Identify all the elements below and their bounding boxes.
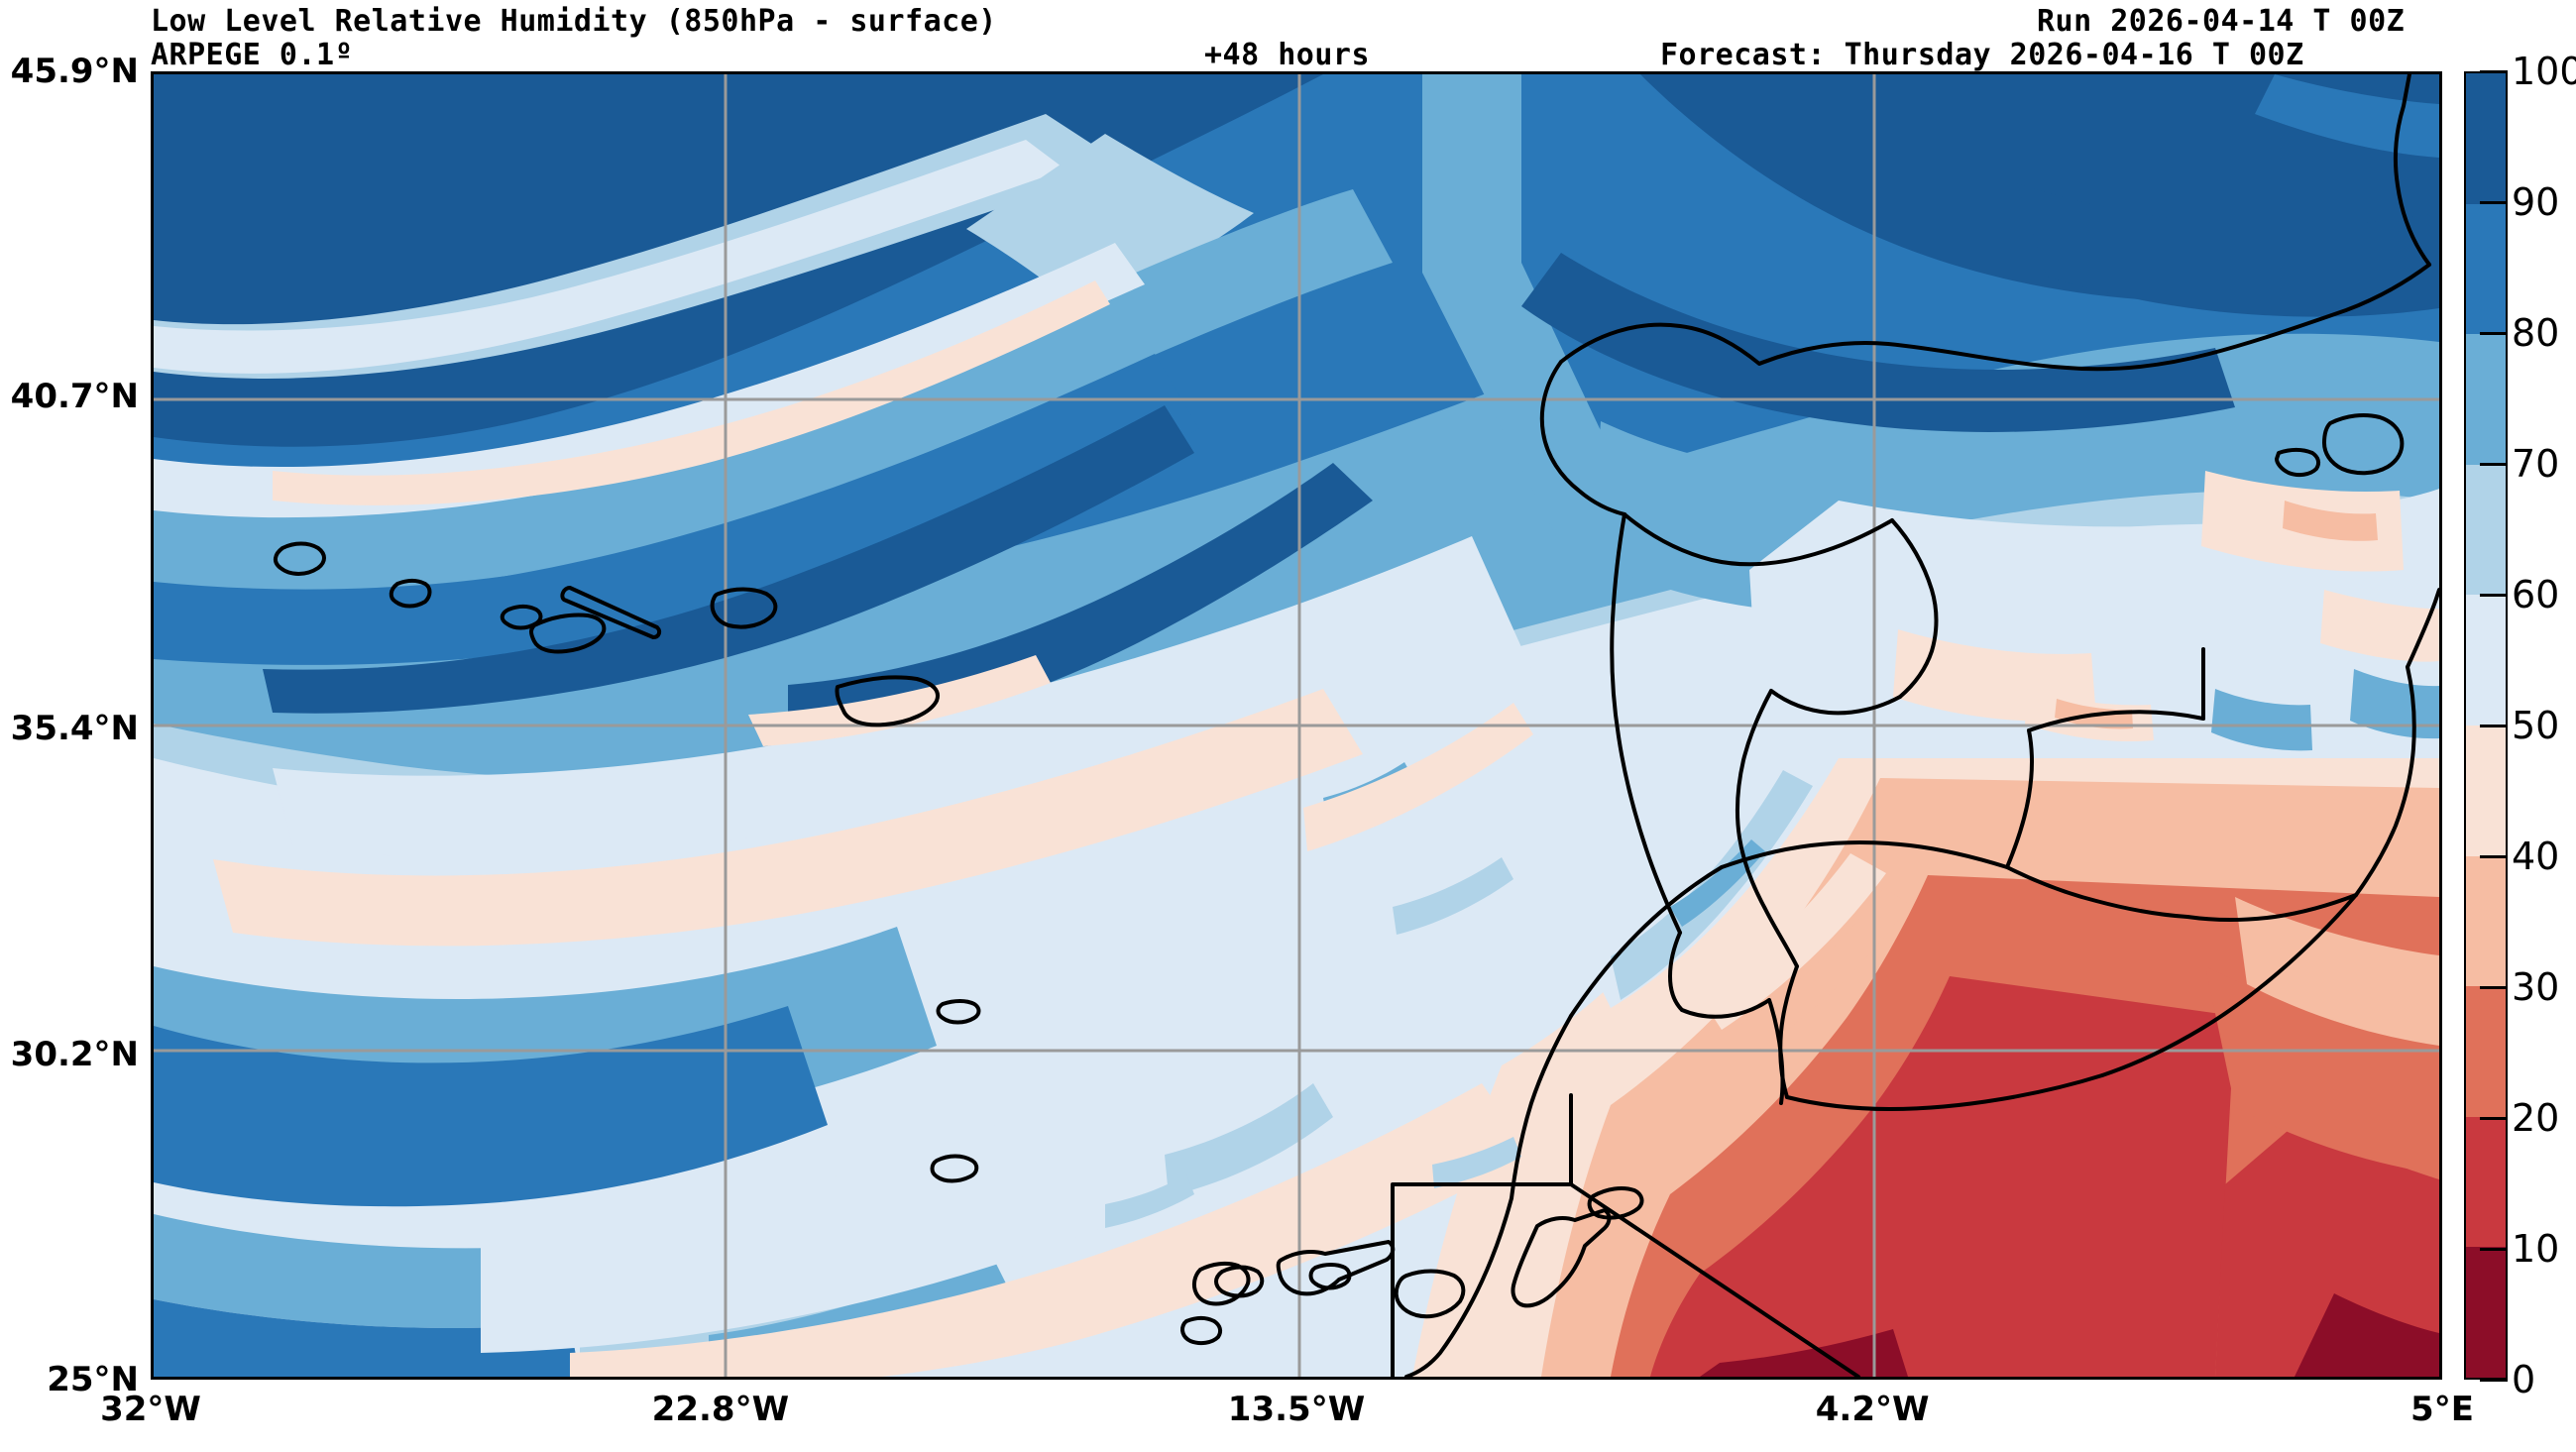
colorbar-tick: 0: [2512, 1358, 2536, 1401]
colorbar-band: [2466, 986, 2506, 1117]
colorbar-band: [2466, 595, 2506, 726]
x-axis-tick: 13.5°W: [1227, 1390, 1366, 1429]
colorbar-tick: 10: [2512, 1227, 2560, 1271]
colorbar-tick: 50: [2512, 704, 2560, 747]
colorbar-band: [2466, 1247, 2506, 1378]
forecast-label: Forecast: Thursday 2026-04-16 T 00Z: [1660, 38, 2304, 72]
colorbar-tick-mark: [2480, 332, 2508, 335]
map-plot-area: [151, 71, 2442, 1380]
colorbar-tick-mark: [2480, 594, 2508, 597]
colorbar-tick: 100: [2512, 50, 2576, 93]
run-label: Run 2026-04-14 T 00Z: [2037, 4, 2406, 39]
model-label: ARPEGE 0.1º: [151, 38, 354, 72]
coastline-layer: [274, 74, 2439, 1377]
colorbar-tick: 20: [2512, 1096, 2560, 1140]
colorbar-tick-mark: [2480, 986, 2508, 989]
colorbar-band: [2466, 334, 2506, 465]
y-axis-tick: 45.9°N: [10, 52, 139, 91]
lat-lon-gridlines: [154, 74, 2439, 1377]
colorbar-tick: 30: [2512, 965, 2560, 1009]
y-axis-tick: 25°N: [47, 1360, 139, 1399]
x-axis-tick: 5°E: [2410, 1390, 2474, 1429]
colorbar-band: [2466, 855, 2506, 987]
y-axis-tick: 30.2°N: [10, 1034, 139, 1074]
x-axis-tick: 4.2°W: [1815, 1390, 1930, 1429]
colorbar-tick-mark: [2480, 463, 2508, 466]
colorbar-tick: 40: [2512, 835, 2560, 878]
colorbar-band: [2466, 1116, 2506, 1248]
contour-fill-layer: [154, 74, 2439, 1377]
colorbar-band: [2466, 464, 2506, 596]
colorbar-tick-mark: [2480, 855, 2508, 858]
page-title: Low Level Relative Humidity (850hPa - su…: [151, 4, 997, 39]
colorbar-tick-mark: [2480, 1248, 2508, 1251]
colorbar-tick-mark: [2480, 1379, 2508, 1382]
colorbar-tick-mark: [2480, 70, 2508, 73]
colorbar-tick-mark: [2480, 725, 2508, 727]
lead-time-label: +48 hours: [1204, 38, 1371, 72]
x-axis-tick: 22.8°W: [651, 1390, 790, 1429]
colorbar-tick: 60: [2512, 573, 2560, 616]
y-axis-tick: 35.4°N: [10, 709, 139, 749]
y-axis-tick: 40.7°N: [10, 377, 139, 417]
colorbar-tick: 80: [2512, 311, 2560, 355]
colorbar-tick: 90: [2512, 180, 2560, 224]
x-axis-tick: 32°W: [100, 1390, 201, 1429]
colorbar-tick-mark: [2480, 201, 2508, 204]
colorbar-band: [2466, 73, 2506, 204]
colorbar-tick: 70: [2512, 442, 2560, 486]
humidity-contour-map: [154, 74, 2439, 1377]
colorbar-band: [2466, 203, 2506, 335]
colorbar-band: [2466, 725, 2506, 856]
colorbar-tick-mark: [2480, 1117, 2508, 1120]
